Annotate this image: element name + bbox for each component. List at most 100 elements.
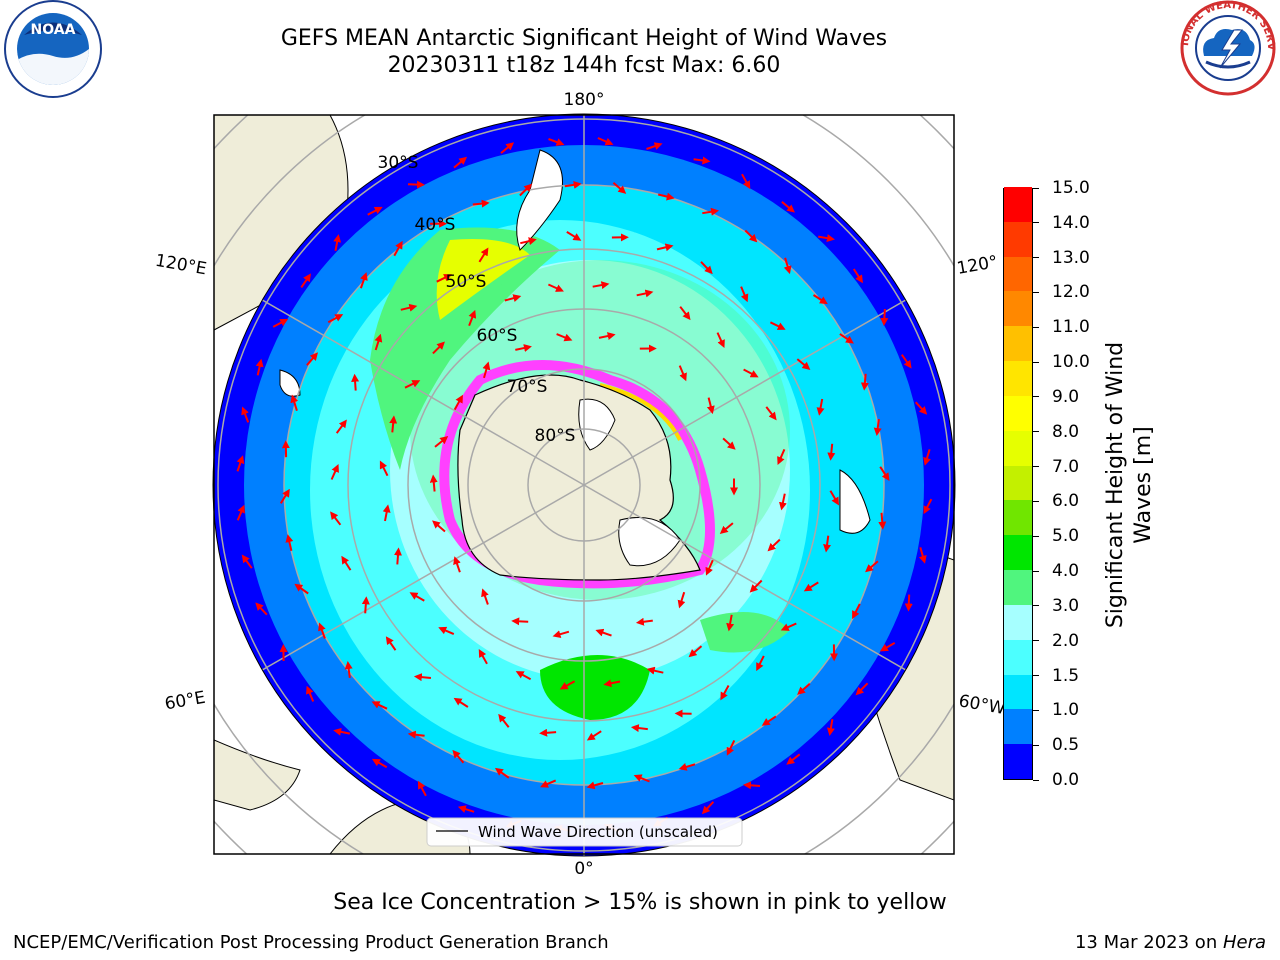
wave-direction-arrow <box>333 234 342 251</box>
wave-direction-arrow <box>294 583 309 595</box>
lon-label-60e: 60°E <box>163 688 207 715</box>
colorbar-segment <box>1004 570 1032 605</box>
wave-direction-arrow <box>923 449 931 466</box>
colorbar-segment <box>1004 430 1032 466</box>
wave-direction-arrow <box>407 730 425 739</box>
wave-direction-arrow <box>693 156 711 165</box>
colorbar-tick-label: 7.0 <box>1052 456 1080 477</box>
wave-direction-arrow <box>272 318 289 328</box>
wave-direction-arrow <box>702 207 720 216</box>
colorbar-segment <box>1004 744 1032 779</box>
wave-direction-arrow <box>779 493 787 511</box>
colorbar-tick <box>1033 709 1039 711</box>
wave-direction-arrow <box>592 281 610 290</box>
wave-direction-arrow <box>341 555 352 571</box>
wave-direction-arrow <box>453 556 461 573</box>
wave-direction-arrow <box>855 682 869 696</box>
wave-direction-arrow <box>803 581 819 592</box>
wave-direction-arrow <box>706 397 715 415</box>
colorbar-tick-label: 1.0 <box>1052 700 1080 721</box>
wave-direction-arrow <box>241 406 250 423</box>
wave-direction-arrow <box>761 715 777 726</box>
arrow-legend: Wind Wave Direction (unscaled) <box>426 817 743 847</box>
credit-text: NCEP/EMC/Verification Post Processing Pr… <box>13 932 609 953</box>
wave-direction-arrow <box>413 673 431 682</box>
colorbar-tick-label: 9.0 <box>1052 386 1080 407</box>
wave-direction-arrow <box>382 504 391 522</box>
wave-direction-arrow <box>827 443 836 461</box>
wave-direction-arrow <box>743 368 759 378</box>
colorbar-tick <box>1033 396 1039 398</box>
lon-label-120w: 120° <box>955 252 999 279</box>
map-subtitle: 20230311 t18z 144h fcst Max: 6.60 <box>387 53 781 78</box>
colorbar-tick <box>1033 187 1039 189</box>
wave-direction-arrow <box>393 240 403 257</box>
wave-direction-arrow <box>904 594 913 612</box>
wave-direction-arrow <box>679 306 691 321</box>
colorbar-segment <box>1004 709 1032 745</box>
wave-direction-arrow <box>633 774 650 783</box>
colorbar-segment <box>1004 639 1032 675</box>
wave-direction-arrow <box>598 332 616 340</box>
wave-direction-arrow <box>749 579 763 593</box>
wave-direction-arrow <box>434 436 449 448</box>
wave-direction-arrow <box>796 358 811 370</box>
wave-direction-arrow <box>330 511 342 526</box>
wave-direction-arrow <box>361 596 370 614</box>
wave-direction-arrow <box>409 592 425 602</box>
wave-direction-arrow <box>520 237 537 246</box>
wave-direction-arrow <box>429 474 438 492</box>
colorbar-segment <box>1004 187 1032 222</box>
wave-direction-arrow <box>860 373 869 391</box>
wave-direction-arrow <box>826 719 835 736</box>
wave-direction-arrow <box>880 308 889 326</box>
wave-direction-arrow <box>417 780 427 797</box>
wave-direction-arrow <box>468 309 477 327</box>
wave-direction-arrow <box>603 679 621 688</box>
wave-direction-arrow <box>333 727 351 736</box>
colorbar-tick-label: 0.0 <box>1052 770 1080 790</box>
lon-label-180: 180° <box>564 90 605 110</box>
run-date: 13 Mar 2023 on Hera <box>1075 932 1266 953</box>
wave-direction-arrow <box>677 591 686 609</box>
wave-direction-arrow <box>852 603 861 620</box>
wave-direction-arrow <box>306 352 319 366</box>
run-date-text: 13 Mar 2023 on <box>1074 932 1223 953</box>
wave-direction-arrow <box>612 181 627 194</box>
wave-direction-arrow <box>636 289 654 298</box>
colorbar-segment <box>1004 500 1032 536</box>
wave-direction-arrow <box>559 680 576 690</box>
wave-direction-arrow <box>540 779 557 788</box>
wave-direction-arrow <box>586 730 602 741</box>
colorbar-tick <box>1033 779 1039 781</box>
wave-direction-arrow <box>511 617 529 626</box>
wave-direction-arrow <box>657 192 675 201</box>
colorbar-segment <box>1004 256 1032 292</box>
wave-direction-arrow <box>241 554 253 569</box>
wave-direction-arrow <box>769 321 786 330</box>
wave-direction-arrow <box>914 401 928 415</box>
wave-direction-arrow <box>344 661 353 679</box>
colorbar-tick-label: 10.0 <box>1052 352 1090 373</box>
colorbar-tick-label: 4.0 <box>1052 561 1080 582</box>
colorbar-segment <box>1004 465 1032 501</box>
wave-direction-arrow <box>394 547 402 565</box>
lat-label-50s: 50°S <box>446 272 487 292</box>
sea-ice-note: Sea Ice Concentration > 15% is shown in … <box>333 890 947 915</box>
wave-direction-arrow <box>701 801 715 815</box>
colorbar-tick <box>1033 744 1039 746</box>
noaa-logo-text: NOAA <box>31 22 76 38</box>
wave-direction-arrow <box>595 628 612 637</box>
lon-label-0: 0° <box>574 859 593 879</box>
colorbar-tick <box>1033 675 1039 677</box>
wave-direction-arrow <box>379 460 389 477</box>
colorbar-tick <box>1033 640 1039 642</box>
wave-direction-arrow <box>481 588 489 605</box>
colorbar-tick <box>1033 570 1039 572</box>
wave-direction-arrow <box>688 645 703 658</box>
wave-direction-arrow <box>500 142 515 154</box>
colorbar-tick <box>1033 500 1039 502</box>
wave-direction-arrow <box>327 314 344 324</box>
colorbar-title: Significant Height of Wind Waves [m] <box>1103 341 1156 629</box>
wave-direction-arrow <box>236 504 245 521</box>
